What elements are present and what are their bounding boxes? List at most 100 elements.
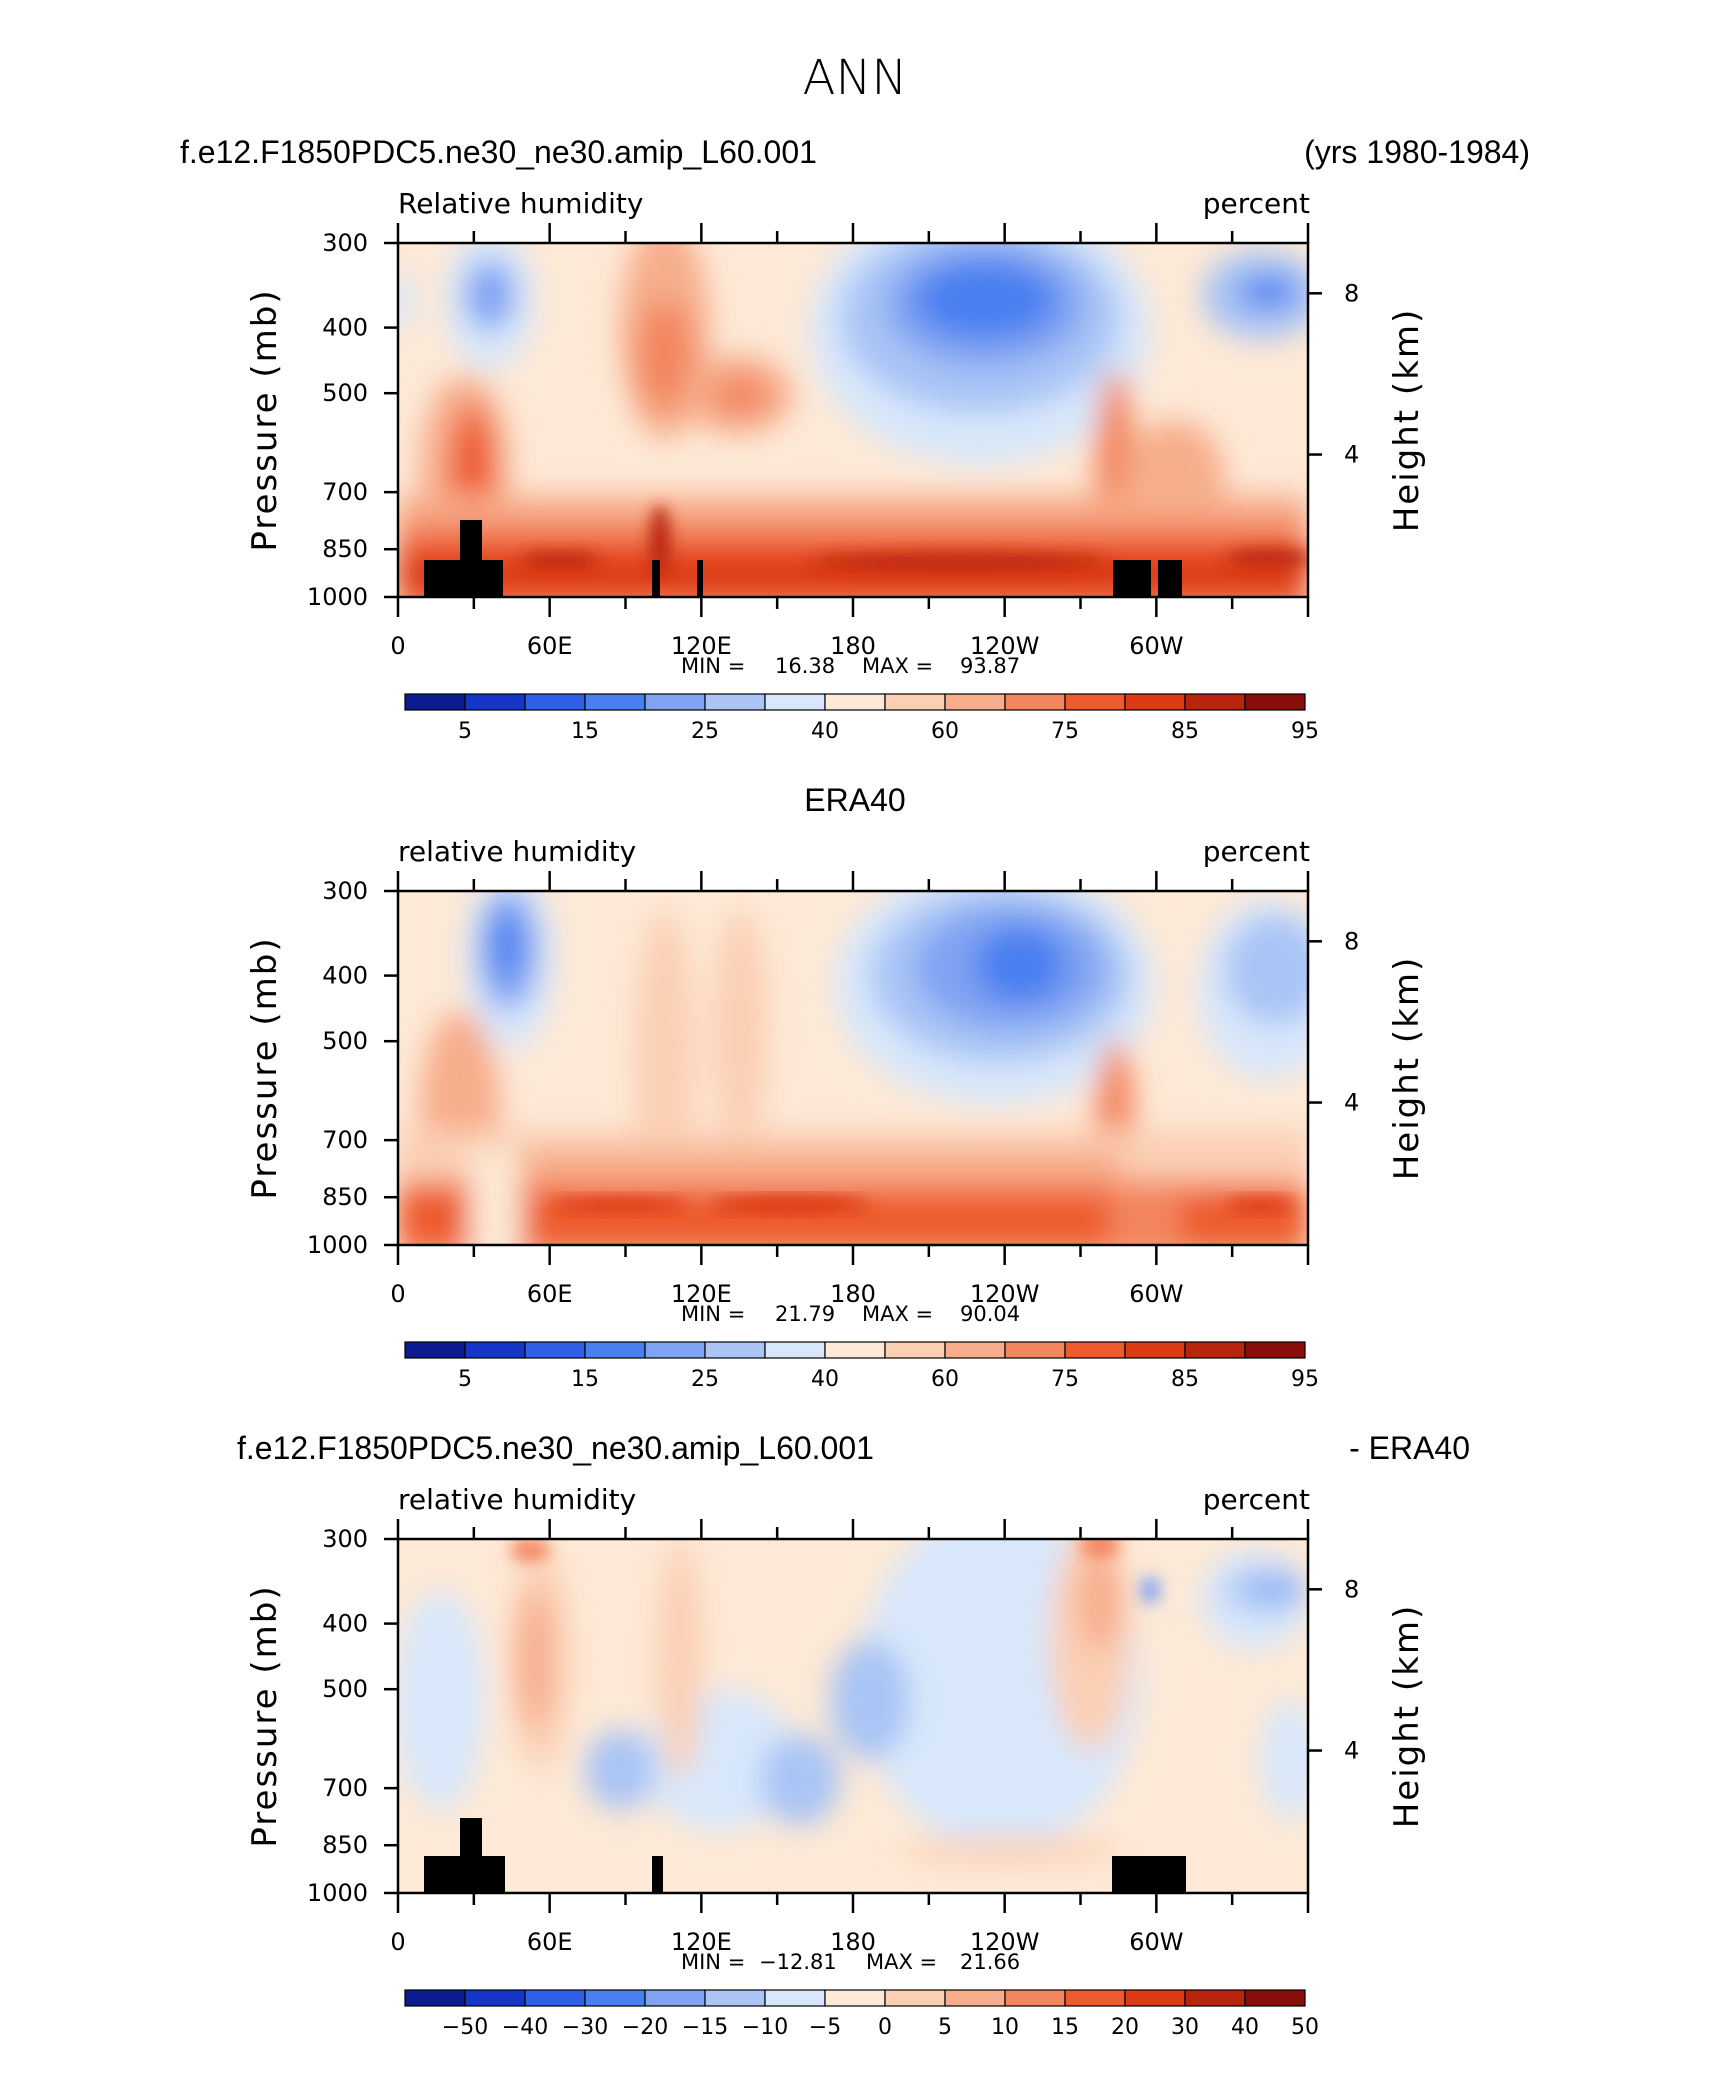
colorbar-label: 15 [571,1367,599,1392]
panel-model-min: 16.38 [775,654,835,678]
height-axis-title: Height (km) [1387,956,1427,1181]
panel-model-max-label: MAX = [862,654,933,678]
colorbar-label: 50 [1291,2015,1319,2040]
colorbar-label: 95 [1291,1367,1319,1392]
colorbar-label: 75 [1051,719,1079,744]
colorbar-label: 5 [458,719,472,744]
lon-tick-label: 0 [390,632,405,660]
lon-tick-label: 180 [830,1280,876,1308]
colorbar-swatch [1004,693,1066,711]
panel-model-field [398,243,1308,597]
lon-tick-label: 120E [671,1928,732,1956]
colorbar-label: 40 [811,719,839,744]
panel-model-max: 93.87 [960,654,1020,678]
panel-model-units-label: percent [1203,187,1310,220]
colorbar-swatch [1124,1341,1186,1359]
lon-tick-label: 120E [671,1280,732,1308]
pressure-tick-label: 400 [322,314,368,342]
colorbar-label: 5 [458,1367,472,1392]
colorbar-swatch [1124,693,1186,711]
pressure-tick-label: 500 [322,1027,368,1055]
panel-model-title-right: (yrs 1980-1984) [1304,134,1530,170]
panel-model-title-left: f.e12.F1850PDC5.ne30_ne30.amip_L60.001 [180,134,817,170]
pressure-tick-label: 700 [322,478,368,506]
colorbar-swatch [944,1341,1006,1359]
colorbar-swatch [1064,1989,1126,2007]
pressure-tick-label: 400 [322,1610,368,1638]
colorbar-swatch [524,693,586,711]
colorbar-swatch [884,1989,946,2007]
colorbar-swatch [1004,1989,1066,2007]
lon-tick-label: 120W [970,1928,1040,1956]
pressure-axis-title: Pressure (mb) [245,936,285,1199]
panel-diff-title-left: f.e12.F1850PDC5.ne30_ne30.amip_L60.001 [237,1430,874,1466]
colorbar-swatch [1244,693,1306,711]
panel-diff-units-label: percent [1203,1483,1310,1516]
colorbar-swatch [704,693,766,711]
colorbar-label: 60 [931,719,959,744]
colorbar-swatch [644,1341,706,1359]
colorbar-swatch [1184,1341,1246,1359]
pressure-tick-label: 850 [322,1183,368,1211]
colorbar-swatch [584,1989,646,2007]
panel-obs-min-label: MIN = [681,1302,745,1326]
height-tick-label: 4 [1344,1737,1359,1765]
panel-obs: ERA40 relative humidity percent [245,782,1427,1392]
pressure-tick-label: 1000 [307,583,368,611]
panel-diff-min-label: MIN = [681,1950,745,1974]
colorbar-label: 60 [931,1367,959,1392]
height-tick-label: 8 [1344,1575,1359,1603]
height-axis-title: Height (km) [1387,1604,1427,1829]
colorbar-label: 25 [691,719,719,744]
colorbar-label: −30 [562,2015,608,2040]
colorbar-label: 40 [1231,2015,1259,2040]
colorbar-swatch [464,1989,526,2007]
colorbar-label: 85 [1171,719,1199,744]
colorbar-swatch [524,1989,586,2007]
colorbar-swatch [644,693,706,711]
panel-diff-title-right: - ERA40 [1349,1430,1470,1466]
colorbar-swatch [1244,1341,1306,1359]
pressure-tick-label: 1000 [307,1231,368,1259]
colorbar-swatch [764,1989,826,2007]
panel-diff-field-label: relative humidity [398,1483,636,1516]
colorbar-label: 25 [691,1367,719,1392]
panel-model-min-label: MIN = [681,654,745,678]
colorbar-label: 75 [1051,1367,1079,1392]
colorbar-swatch [1184,1989,1246,2007]
pressure-tick-label: 300 [322,229,368,257]
colorbar-label: 0 [878,2015,892,2040]
height-tick-label: 8 [1344,279,1359,307]
pressure-tick-label: 500 [322,379,368,407]
colorbar-swatch [884,693,946,711]
height-tick-label: 4 [1344,441,1359,469]
colorbar-swatch [1004,1341,1066,1359]
colorbar-label: −15 [682,2015,728,2040]
colorbar-swatch [464,1341,526,1359]
colorbar-swatch [764,693,826,711]
panel-diff-max-label: MAX = [866,1950,937,1974]
colorbar-swatch [944,693,1006,711]
colorbar-swatch [824,693,886,711]
lon-tick-label: 60W [1129,632,1183,660]
height-axis-title: Height (km) [1387,308,1427,533]
colorbar-label: −5 [809,2015,841,2040]
lon-tick-label: 180 [830,632,876,660]
panel-diff-field [398,1539,1308,1893]
colorbar-swatch [884,1341,946,1359]
panel-diff-max: 21.66 [960,1950,1020,1974]
height-tick-label: 4 [1344,1089,1359,1117]
pressure-tick-label: 700 [322,1126,368,1154]
lon-tick-label: 180 [830,1928,876,1956]
lon-tick-label: 120W [970,632,1040,660]
colorbar-swatch [824,1341,886,1359]
height-tick-label: 8 [1344,927,1359,955]
panel-obs-field [398,891,1308,1245]
colorbar-label: 40 [811,1367,839,1392]
panel-model-field-label: Relative humidity [398,187,643,220]
colorbar-swatch [764,1341,826,1359]
colorbar-swatch [1124,1989,1186,2007]
lon-tick-label: 60W [1129,1928,1183,1956]
panel-diff-min: −12.81 [759,1950,837,1974]
panel-obs-field-label: relative humidity [398,835,636,868]
